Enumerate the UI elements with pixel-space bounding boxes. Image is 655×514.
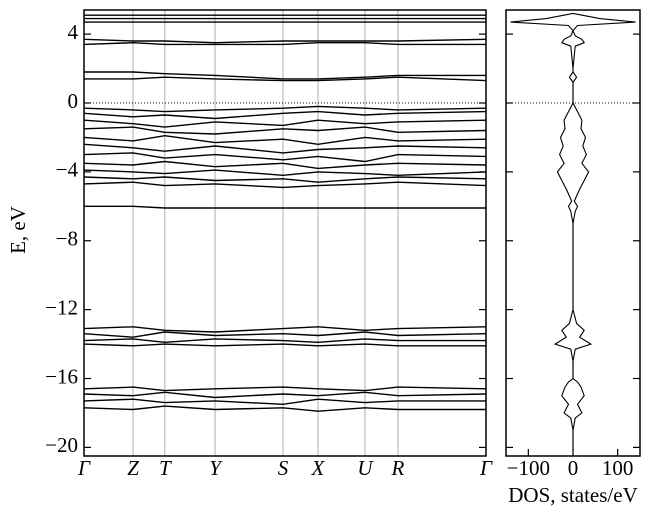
y-tick-label: −8 [56,227,78,251]
band [83,386,487,392]
y-tick-label: 4 [68,20,79,44]
y-tick-label: −16 [45,364,78,388]
y-tick-label: −4 [56,158,79,182]
x-tick-label: Z [127,456,139,480]
band [84,205,486,209]
x-tick-label: Γ [77,456,91,480]
x-tick-label: 100 [602,456,634,480]
band [83,391,487,399]
band [83,181,487,189]
band [83,338,486,344]
plot-frame [505,9,641,457]
plot-frame [83,9,487,457]
band [83,143,487,154]
x-tick-label: Γ [479,456,493,480]
x-tick-label: T [159,456,172,480]
band [83,152,487,163]
band [83,326,487,333]
band [83,126,487,135]
band [83,398,486,406]
dos-curve [572,12,636,451]
band [83,134,487,146]
x-tick-label: 0 [568,456,579,480]
band [83,119,487,128]
y-tick-label: −12 [45,295,78,319]
band [84,76,487,82]
x-tick-label: X [311,456,326,480]
y-tick-label: −20 [45,433,78,457]
band [83,41,486,46]
band [83,176,487,183]
band [83,331,487,338]
band [83,343,486,347]
band [83,405,486,412]
band [83,160,487,170]
band [84,71,486,80]
y-tick-label: 0 [68,89,79,113]
x-tick-label: −100 [507,456,550,480]
dos-curve [510,12,574,451]
band [83,38,487,44]
x-axis-label: DOS, states/eV [508,483,638,507]
band [83,105,487,113]
x-tick-label: Y [209,456,223,480]
band [83,169,487,177]
band [83,110,487,120]
x-tick-label: S [278,456,289,480]
y-axis-label: E, eV [6,206,30,254]
x-tick-label: R [391,456,405,480]
x-tick-label: U [357,456,374,480]
